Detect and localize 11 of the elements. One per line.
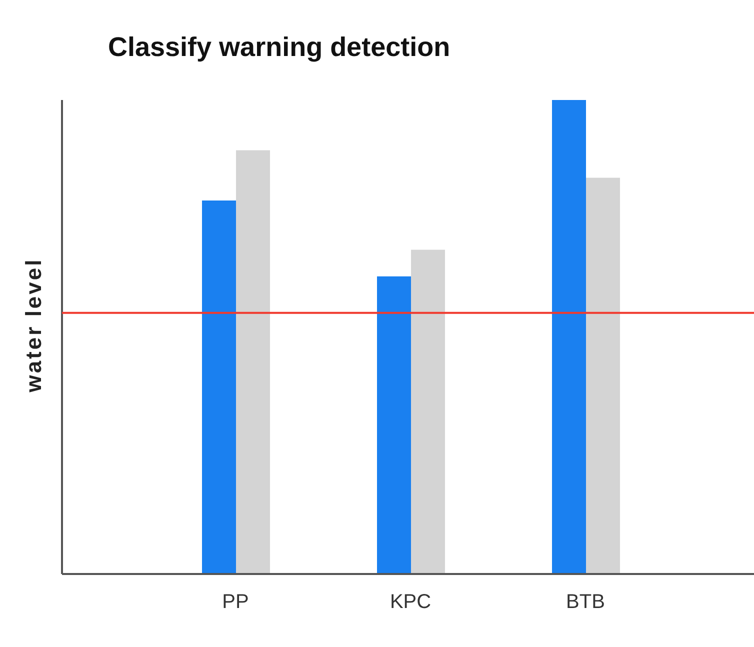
bar <box>586 178 620 574</box>
x-tick-label: PP <box>222 591 249 614</box>
bar <box>202 200 236 574</box>
chart-title: Classify warning detection <box>108 32 450 63</box>
x-tick-label: KPC <box>390 591 432 614</box>
bar <box>552 100 586 574</box>
x-tick-label: BTB <box>566 591 605 614</box>
bar <box>377 276 411 574</box>
bar <box>411 250 445 574</box>
bar <box>236 150 270 574</box>
y-axis-title: water level <box>21 258 47 392</box>
